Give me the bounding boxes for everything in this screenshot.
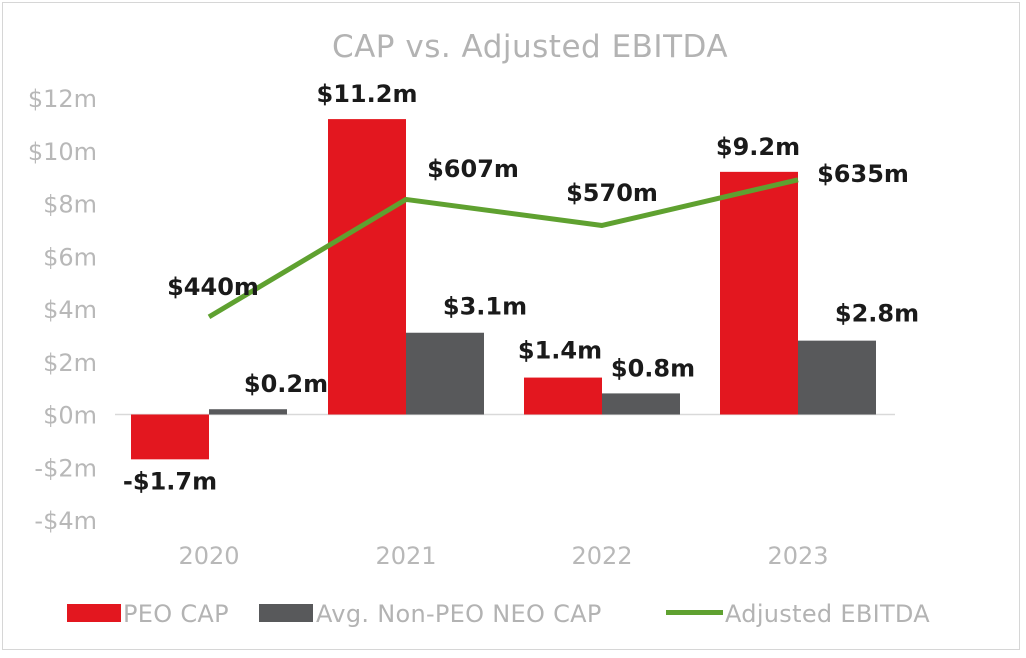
bar-peo-cap-2020 [131,415,209,460]
bar-peo-cap-2022 [524,378,602,415]
data-label-avg-non-peo-neo-cap-2020: $0.2m [244,370,328,398]
y-tick-label: -$2m [34,454,97,482]
bar-peo-cap-2023 [720,172,798,415]
data-label-peo-cap-2020: -$1.7m [123,467,217,495]
data-label-avg-non-peo-neo-cap-2023: $2.8m [835,300,919,328]
y-tick-label: $6m [43,243,97,271]
data-label-layer: -$1.7m $11.2m $1.4m $9.2m $0.2m $3.1m $0.8m $2.… [123,80,919,495]
y-tick-label: $10m [28,138,97,166]
data-label-peo-cap-2023: $9.2m [716,133,800,161]
y-tick-label: $4m [43,296,97,324]
chart-svg: CAP vs. Adjusted EBITDA $12m $10m $8m $6m $4… [3,3,1021,651]
data-label-adjusted-ebitda-2023: $635m [817,160,909,188]
data-label-adjusted-ebitda-2022: $570m [566,179,658,207]
legend-label-adjusted-ebitda: Adjusted EBITDA [725,600,930,628]
legend-swatch-adjusted-ebitda [666,610,723,615]
y-tick-label: -$4m [34,507,97,535]
legend: PEO CAP Avg. Non-PEO NEO CAP Adjusted EB… [67,600,930,628]
legend-label-avg-non-peo-neo-cap: Avg. Non-PEO NEO CAP [316,600,602,628]
chart-container: CAP vs. Adjusted EBITDA $12m $10m $8m $6m $4… [2,2,1020,650]
y-tick-label: $2m [43,349,97,377]
bar-avg-non-peo-neo-cap-2021 [406,333,484,415]
x-tick-label: 2022 [571,542,632,570]
data-label-peo-cap-2022: $1.4m [518,337,602,365]
data-label-avg-non-peo-neo-cap-2022: $0.8m [611,354,695,382]
y-tick-label: $12m [28,85,97,113]
data-label-adjusted-ebitda-2021: $607m [427,155,519,183]
legend-swatch-avg-non-peo-neo-cap [259,604,313,622]
y-tick-label: $0m [43,402,97,430]
y-tick-label: $8m [43,191,97,219]
data-label-peo-cap-2021: $11.2m [317,80,418,108]
data-label-avg-non-peo-neo-cap-2021: $3.1m [443,293,527,321]
x-tick-label: 2021 [375,542,436,570]
x-axis: 2020 2021 2022 2023 [178,542,828,570]
legend-swatch-peo-cap [67,604,121,622]
chart-title: CAP vs. Adjusted EBITDA [332,29,728,65]
bar-avg-non-peo-neo-cap-2023 [798,341,876,415]
bar-avg-non-peo-neo-cap-2022 [602,393,680,414]
data-label-adjusted-ebitda-2020: $440m [167,273,259,301]
x-tick-label: 2020 [178,542,239,570]
x-tick-label: 2023 [767,542,828,570]
legend-label-peo-cap: PEO CAP [123,600,229,628]
bar-avg-non-peo-neo-cap-2020 [209,409,287,414]
bar-peo-cap-2021 [328,119,406,414]
